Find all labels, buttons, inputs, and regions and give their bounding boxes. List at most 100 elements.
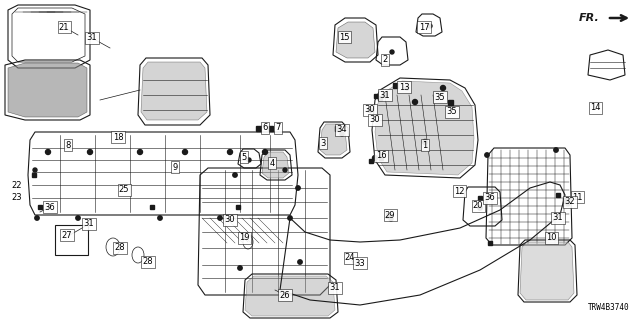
Text: 27: 27 [61, 230, 72, 239]
Circle shape [485, 153, 489, 157]
Text: 17: 17 [419, 22, 429, 31]
Text: 28: 28 [143, 258, 154, 267]
Bar [32, 173, 36, 177]
Text: TRW4B3740: TRW4B3740 [588, 303, 630, 312]
Text: FR.: FR. [579, 13, 600, 23]
Text: 26: 26 [280, 291, 291, 300]
Text: 34: 34 [337, 125, 348, 134]
Circle shape [372, 156, 378, 161]
Bar [447, 100, 452, 105]
Circle shape [247, 158, 251, 162]
Circle shape [238, 266, 242, 270]
Text: 30: 30 [365, 106, 375, 115]
Text: 25: 25 [119, 186, 129, 195]
Circle shape [182, 149, 188, 155]
Circle shape [383, 92, 387, 98]
Bar [374, 94, 378, 98]
Circle shape [440, 85, 445, 91]
Polygon shape [336, 22, 375, 58]
Text: 3: 3 [320, 139, 326, 148]
Bar [268, 125, 273, 131]
Circle shape [76, 216, 80, 220]
Circle shape [35, 216, 39, 220]
Circle shape [296, 186, 300, 190]
Text: 32: 32 [564, 197, 575, 206]
Text: 31: 31 [86, 34, 97, 43]
Bar [385, 212, 390, 218]
Circle shape [262, 149, 268, 155]
Polygon shape [320, 124, 347, 155]
Circle shape [227, 149, 232, 155]
Text: 2: 2 [382, 55, 388, 65]
Text: 23: 23 [12, 193, 22, 202]
Text: 8: 8 [65, 140, 70, 149]
Bar [392, 83, 397, 87]
Circle shape [554, 148, 558, 152]
Circle shape [138, 149, 143, 155]
Circle shape [405, 86, 409, 90]
Text: 28: 28 [115, 244, 125, 252]
Text: 36: 36 [45, 203, 56, 212]
Text: 10: 10 [546, 234, 556, 243]
Circle shape [288, 216, 292, 220]
Text: 4: 4 [269, 158, 275, 167]
Bar [563, 197, 568, 203]
Circle shape [390, 50, 394, 54]
Bar [488, 241, 492, 245]
Text: 22: 22 [12, 180, 22, 189]
Polygon shape [375, 81, 474, 175]
Text: 12: 12 [454, 187, 464, 196]
Bar [335, 125, 339, 131]
Circle shape [566, 202, 570, 206]
Polygon shape [8, 63, 87, 117]
Text: 7: 7 [275, 124, 281, 132]
Text: 29: 29 [385, 211, 396, 220]
Text: 21: 21 [59, 22, 69, 31]
Circle shape [45, 149, 51, 155]
Bar [556, 193, 560, 197]
Text: 13: 13 [399, 83, 410, 92]
Bar [150, 205, 154, 209]
Circle shape [478, 206, 482, 210]
Text: 31: 31 [553, 213, 563, 222]
Text: 6: 6 [262, 124, 268, 132]
Circle shape [428, 24, 432, 28]
Bar [478, 196, 482, 200]
Text: 35: 35 [435, 92, 445, 101]
Circle shape [422, 140, 428, 145]
Circle shape [283, 168, 287, 172]
Polygon shape [245, 276, 335, 316]
Text: 31: 31 [84, 220, 94, 228]
Circle shape [353, 260, 357, 264]
Text: 18: 18 [113, 132, 124, 141]
Polygon shape [262, 152, 289, 178]
Bar [38, 205, 42, 209]
Circle shape [389, 217, 393, 221]
Text: 33: 33 [355, 259, 365, 268]
Text: 16: 16 [376, 151, 387, 161]
Text: 35: 35 [447, 108, 458, 116]
Circle shape [340, 132, 344, 136]
Circle shape [158, 216, 162, 220]
Circle shape [413, 100, 417, 105]
Polygon shape [520, 242, 574, 300]
Circle shape [88, 149, 93, 155]
Bar [255, 125, 260, 131]
Circle shape [33, 168, 37, 172]
Bar [378, 96, 382, 100]
Circle shape [218, 216, 222, 220]
Text: 30: 30 [225, 215, 236, 225]
Text: 15: 15 [339, 33, 349, 42]
Circle shape [233, 173, 237, 177]
Text: 19: 19 [239, 234, 249, 243]
Bar [236, 205, 240, 209]
Circle shape [367, 108, 372, 113]
Text: 36: 36 [484, 194, 495, 203]
Polygon shape [141, 62, 207, 120]
Text: 20: 20 [473, 202, 483, 211]
Text: 31: 31 [330, 284, 340, 292]
Text: 1: 1 [422, 140, 428, 149]
Text: 11: 11 [572, 193, 582, 202]
Text: 9: 9 [172, 163, 178, 172]
Text: 30: 30 [370, 116, 380, 124]
